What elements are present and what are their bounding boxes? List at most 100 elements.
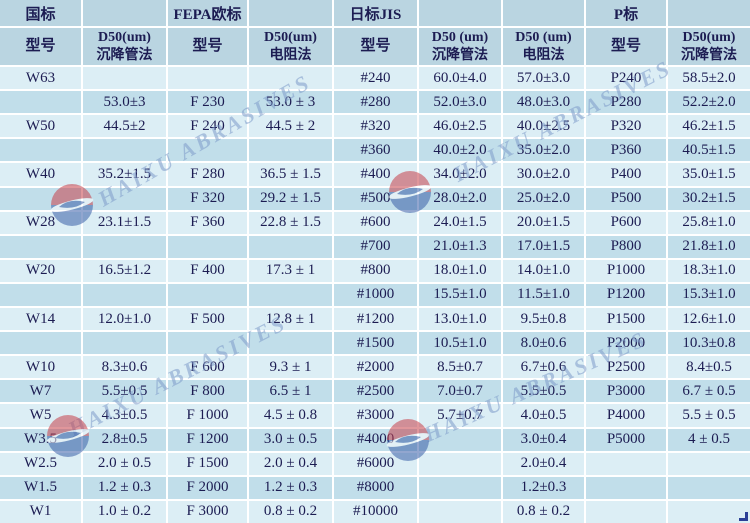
- table-cell: 57.0±3.0: [503, 67, 584, 90]
- table-cell: #500: [334, 187, 417, 210]
- standard-group-header: [83, 0, 166, 26]
- table-cell: 6.7±0.6: [503, 356, 584, 379]
- table-cell: 18.0±1.0: [419, 259, 501, 282]
- column-header-line1: 型号: [610, 38, 641, 55]
- table-cell: 2.0 ± 0.4: [249, 452, 332, 475]
- table-cell: [83, 283, 166, 307]
- table-cell: [0, 139, 81, 162]
- table-cell: 5.5±0.5: [83, 380, 166, 403]
- table-cell: [586, 452, 666, 475]
- table-cell: [419, 476, 501, 499]
- table-cell: P400: [586, 163, 666, 186]
- table-cell: [168, 283, 247, 307]
- table-cell: #10000: [334, 500, 417, 523]
- table-cell: F 400: [168, 259, 247, 282]
- table-cell: W1.5: [0, 476, 81, 499]
- table-cell: P500: [586, 187, 666, 210]
- column-header: D50(um) 沉降管法: [83, 28, 166, 65]
- table-cell: 7.0±0.7: [419, 380, 501, 403]
- table-cell: 46.2±1.5: [668, 115, 750, 138]
- table-cell: W40: [0, 163, 81, 186]
- table-cell: P280: [586, 91, 666, 114]
- table-cell: F 1500: [168, 452, 247, 475]
- table-cell: [83, 235, 166, 258]
- table-cell: W7: [0, 380, 81, 403]
- table-cell: 5.5 ± 0.5: [668, 404, 750, 427]
- table-cell: 29.2 ± 1.5: [249, 187, 332, 210]
- table-cell: 24.0±1.5: [419, 211, 501, 234]
- table-cell: W10: [0, 356, 81, 379]
- column-header-line2: 沉降管法: [432, 47, 488, 63]
- table-cell: 6.5 ± 1: [249, 380, 332, 403]
- table-cell: #400: [334, 163, 417, 186]
- table-cell: W50: [0, 115, 81, 138]
- table-cell: 4.3±0.5: [83, 404, 166, 427]
- table-cell: 5.7±0.7: [419, 404, 501, 427]
- table-cell: 44.5 ± 2: [249, 115, 332, 138]
- table-cell: [0, 283, 81, 307]
- table-cell: 6.7 ± 0.5: [668, 380, 750, 403]
- table-cell: 16.5±1.2: [83, 259, 166, 282]
- table-cell: 46.0±2.5: [419, 115, 501, 138]
- table-cell: P240: [586, 67, 666, 90]
- column-header-line1: D50(um): [682, 30, 736, 46]
- column-header-line2: 沉降管法: [96, 47, 153, 63]
- table-cell: 9.5±0.8: [503, 308, 584, 331]
- table-cell: #600: [334, 211, 417, 234]
- column-header-line2: 电阻法: [522, 47, 565, 63]
- table-cell: 36.5 ± 1.5: [249, 163, 332, 186]
- table-cell: 0.8 ± 0.2: [503, 500, 584, 523]
- standard-group-header: [503, 0, 584, 26]
- table-cell: #3000: [334, 404, 417, 427]
- table-cell: 30.2±1.5: [668, 187, 750, 210]
- table-cell: [586, 500, 666, 523]
- table-cell: 1.0 ± 0.2: [83, 500, 166, 523]
- table-cell: F 800: [168, 380, 247, 403]
- table-cell: W3.5: [0, 428, 81, 451]
- table-cell: [83, 139, 166, 162]
- table-cell: P600: [586, 211, 666, 234]
- table-cell: 25.8±1.0: [668, 211, 750, 234]
- column-header: D50 (um) 沉降管法: [419, 28, 501, 65]
- table-cell: 40.5±1.5: [668, 139, 750, 162]
- table-cell: 4.5 ± 0.8: [249, 404, 332, 427]
- column-header-line1: D50 (um): [431, 30, 489, 46]
- table-cell: #1000: [334, 283, 417, 307]
- table-cell: 11.5±1.0: [503, 283, 584, 307]
- table-cell: [419, 452, 501, 475]
- table-cell: 58.5±2.0: [668, 67, 750, 90]
- table-cell: 10.5±1.0: [419, 332, 501, 355]
- table-cell: F 600: [168, 356, 247, 379]
- column-header-line1: 型号: [360, 38, 391, 55]
- table-cell: #360: [334, 139, 417, 162]
- column-header: D50(um) 电阻法: [249, 28, 332, 65]
- table-cell: P360: [586, 139, 666, 162]
- table-cell: W1: [0, 500, 81, 523]
- table-cell: 21.8±1.0: [668, 235, 750, 258]
- standard-group-header: [668, 0, 750, 26]
- table-cell: 8.4±0.5: [668, 356, 750, 379]
- table-cell: 12.0±1.0: [83, 308, 166, 331]
- table-cell: 35.0±2.0: [503, 139, 584, 162]
- column-header-line1: D50 (um): [515, 30, 572, 46]
- table-cell: 9.3 ± 1: [249, 356, 332, 379]
- table-cell: P1200: [586, 283, 666, 307]
- standard-group-header: [419, 0, 501, 26]
- table-cell: P4000: [586, 404, 666, 427]
- column-header-line1: 型号: [192, 38, 223, 55]
- table-cell: [0, 91, 81, 114]
- table-cell: F 3000: [168, 500, 247, 523]
- column-header: 型号: [586, 28, 666, 65]
- table-cell: 15.3±1.0: [668, 283, 750, 307]
- column-header: D50 (um) 电阻法: [503, 28, 584, 65]
- column-header-line1: D50(um): [98, 30, 151, 46]
- column-header-line1: 型号: [25, 38, 56, 55]
- table-cell: 40.0±2.5: [503, 115, 584, 138]
- standard-group-header: 国标: [0, 0, 81, 26]
- table-cell: F 360: [168, 211, 247, 234]
- table-cell: 4.0±0.5: [503, 404, 584, 427]
- table-cell: 12.8 ± 1: [249, 308, 332, 331]
- table-cell: 14.0±1.0: [503, 259, 584, 282]
- table-cell: W28: [0, 211, 81, 234]
